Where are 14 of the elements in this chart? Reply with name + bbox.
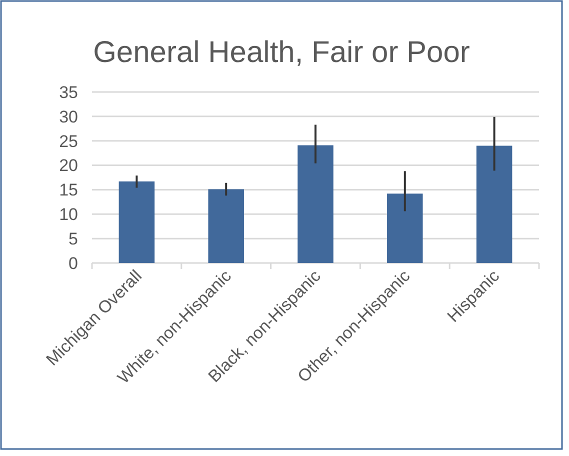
y-tick-label: 10 bbox=[59, 205, 78, 224]
y-tick-label: 20 bbox=[59, 156, 78, 176]
bar bbox=[298, 145, 334, 263]
chart-title: General Health, Fair or Poor bbox=[93, 36, 470, 69]
y-tick-label: 15 bbox=[59, 180, 78, 200]
y-tick-label: 25 bbox=[59, 132, 78, 151]
bar bbox=[387, 194, 423, 263]
bar bbox=[118, 181, 155, 263]
y-tick-label: 5 bbox=[68, 230, 78, 249]
y-tick-label: 30 bbox=[59, 107, 78, 126]
bar bbox=[208, 189, 244, 263]
y-tick-label: 35 bbox=[59, 82, 78, 102]
y-tick-label: 0 bbox=[68, 254, 78, 273]
bar bbox=[476, 146, 512, 263]
